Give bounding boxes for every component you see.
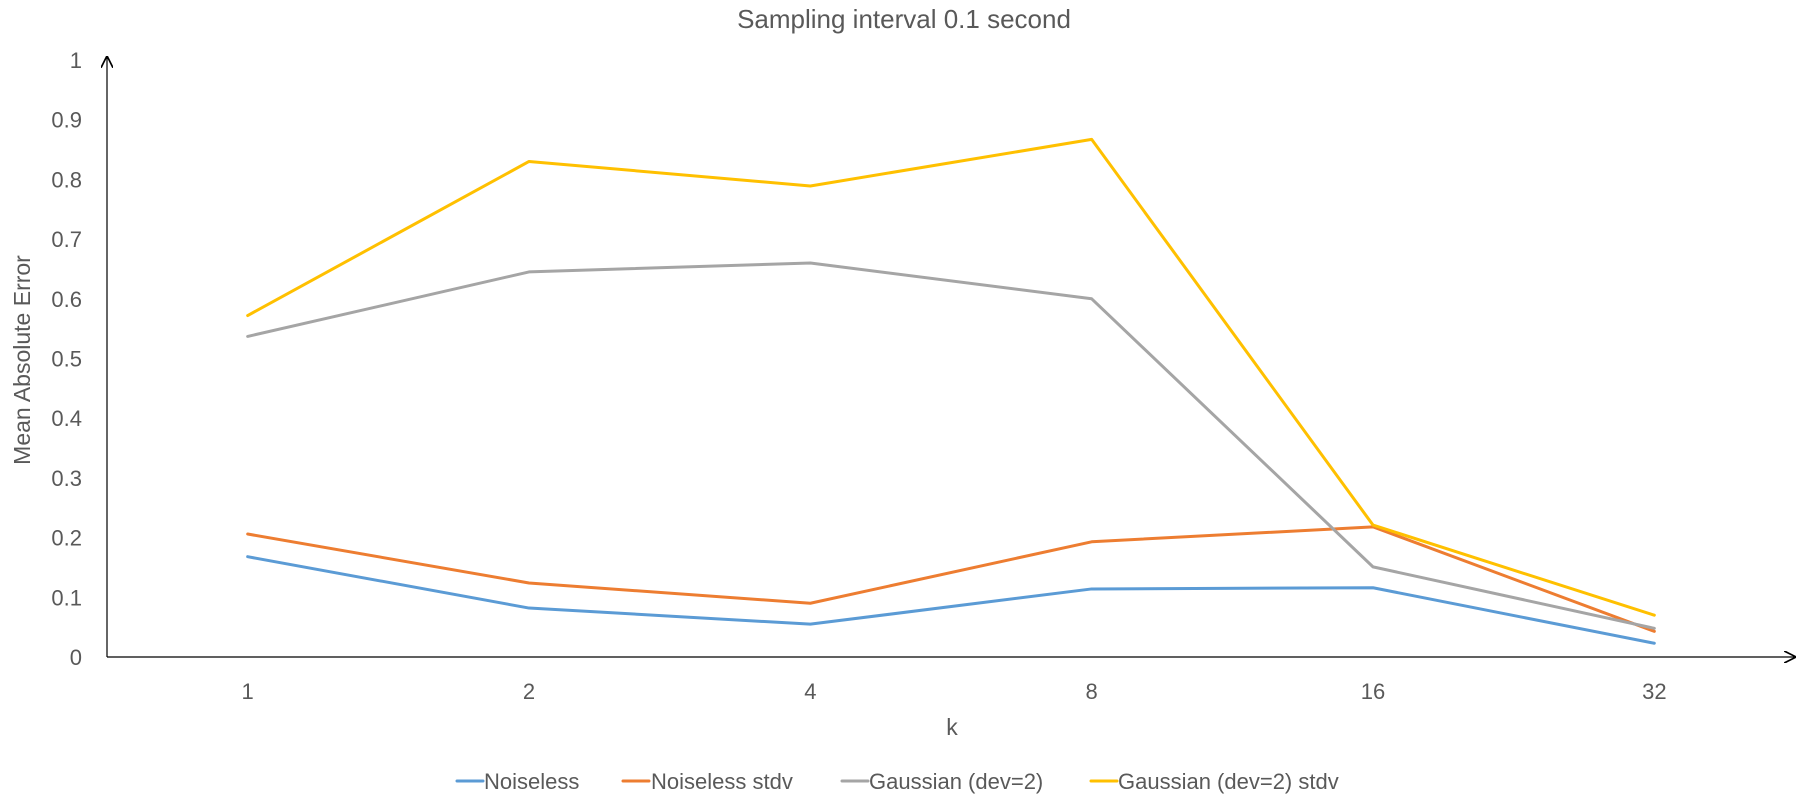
- y-tick-label: 0.8: [51, 167, 82, 192]
- legend-item-label: Noiseless: [484, 769, 579, 794]
- legend-item-label: Gaussian (dev=2): [869, 769, 1043, 794]
- x-tick-label: 1: [242, 679, 254, 704]
- series-line: [246, 555, 1656, 645]
- y-tick-label: 0.6: [51, 287, 82, 312]
- y-tick-labels: 0 0.1 0.2 0.3 0.4 0.5 0.6 0.7 0.8 0.9 1: [51, 48, 82, 670]
- series-line: [246, 261, 1656, 630]
- y-tick-label: 0.7: [51, 227, 82, 252]
- legend-item-label: Gaussian (dev=2) stdv: [1118, 769, 1339, 794]
- y-tick-label: 0.2: [51, 526, 82, 551]
- y-tick-label: 0.9: [51, 108, 82, 133]
- chart-title: Sampling interval 0.1 second: [737, 4, 1071, 34]
- series-lines: [246, 137, 1656, 645]
- x-tick-labels: 1 2 4 8 16 32: [242, 679, 1667, 704]
- series-line: [246, 137, 1656, 617]
- legend-item-label: Noiseless stdv: [651, 769, 793, 794]
- x-tick-label: 2: [523, 679, 535, 704]
- x-tick-label: 32: [1642, 679, 1666, 704]
- y-tick-label: 0: [70, 645, 82, 670]
- y-tick-label: 0.5: [51, 347, 82, 372]
- y-tick-label: 0.1: [51, 585, 82, 610]
- x-tick-label: 16: [1361, 679, 1385, 704]
- x-tick-label: 4: [804, 679, 816, 704]
- series-line: [246, 525, 1656, 633]
- y-axis-label: Mean Absolute Error: [9, 255, 35, 465]
- y-tick-label: 1: [70, 48, 82, 73]
- legend: Noiseless Noiseless stdv Gaussian (dev=2) G…: [455, 769, 1339, 794]
- y-tick-label: 0.4: [51, 406, 82, 431]
- x-tick-label: 8: [1086, 679, 1098, 704]
- x-axis-label: k: [946, 714, 958, 740]
- y-tick-label: 0.3: [51, 466, 82, 491]
